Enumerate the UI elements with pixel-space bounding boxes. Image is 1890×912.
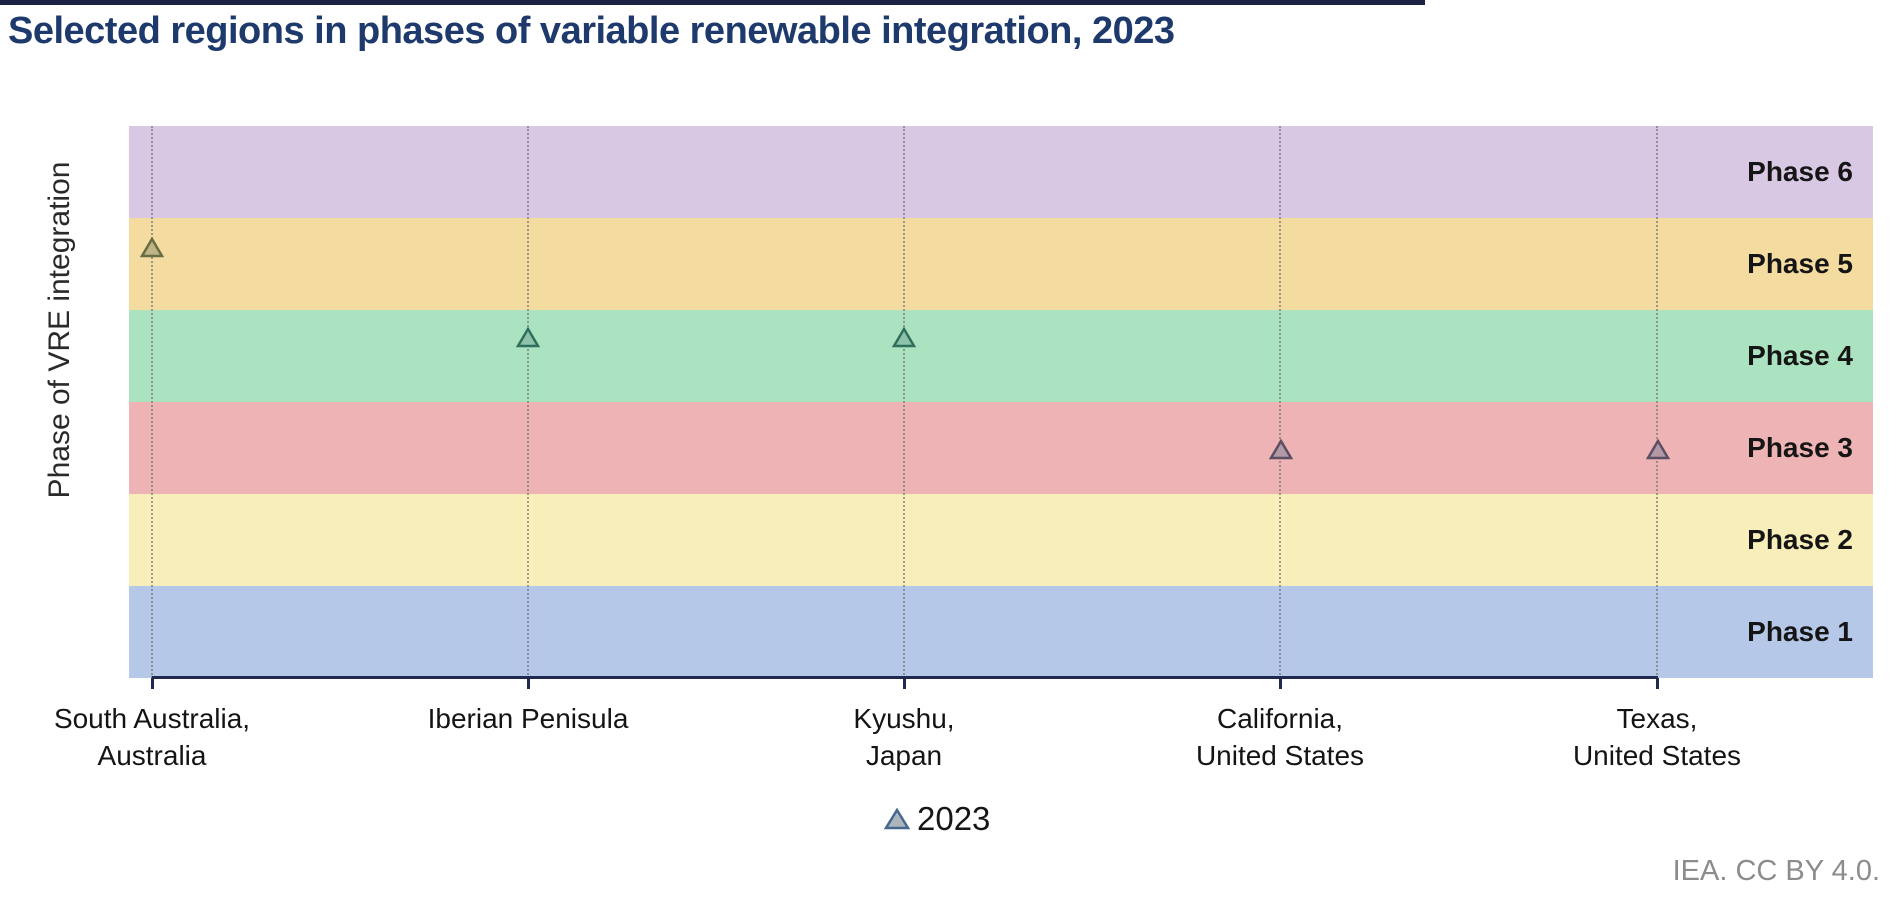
legend-series-label: 2023: [917, 800, 991, 837]
chart-title: Selected regions in phases of variable r…: [8, 10, 1175, 52]
x-axis-tick: [1279, 678, 1282, 689]
phase-band-2: Phase 2: [129, 494, 1873, 586]
triangle-marker-icon: [892, 327, 916, 348]
x-label-kyushu: Kyushu, Japan: [704, 700, 1104, 774]
window-edge-bar: [0, 0, 1425, 5]
x-label-line: Kyushu,: [853, 703, 955, 734]
triangle-marker-icon: [140, 237, 164, 258]
phase-band-label: Phase 3: [1747, 432, 1853, 463]
x-label-texas: Texas, United States: [1457, 700, 1857, 774]
gridline-california: [1279, 126, 1281, 678]
phase-band-1: Phase 1: [129, 586, 1873, 678]
phase-band-label: Phase 5: [1747, 248, 1853, 279]
data-marker-south-australia: [140, 237, 164, 258]
x-axis-tick: [903, 678, 906, 689]
data-marker-texas: [1646, 439, 1670, 460]
x-label-line: United States: [1195, 740, 1365, 771]
gridline-iberian-peninsula: [527, 126, 529, 678]
phase-band-4: Phase 4: [129, 310, 1873, 402]
attribution-text: IEA. CC BY 4.0.: [1672, 855, 1880, 887]
x-label-iberian-peninsula: Iberian Penisula: [328, 700, 728, 737]
plot-area: Phase 6 Phase 5 Phase 4 Phase 3 Phase 2 …: [129, 126, 1873, 689]
triangle-marker-icon: [1269, 439, 1293, 460]
x-label-south-australia: South Australia, Australia: [0, 700, 352, 774]
x-label-line: United States: [1572, 740, 1742, 771]
phase-band-3: Phase 3: [129, 402, 1873, 494]
x-label-line: South Australia,: [53, 703, 251, 734]
gridline-south-australia: [151, 126, 153, 678]
gridline-texas: [1656, 126, 1658, 678]
x-axis-tick: [151, 678, 154, 689]
x-label-line: Iberian Penisula: [427, 703, 629, 734]
phase-band-5: Phase 5: [129, 218, 1873, 310]
x-axis-tick: [1656, 678, 1659, 689]
legend-triangle-marker-icon: [884, 808, 910, 830]
gridline-kyushu: [903, 126, 905, 678]
y-axis-title: Phase of VRE integration: [43, 161, 76, 499]
data-marker-kyushu: [892, 327, 916, 348]
x-axis-line: [152, 676, 1658, 679]
data-marker-california: [1269, 439, 1293, 460]
phase-band-label: Phase 2: [1747, 524, 1853, 555]
x-label-line: Australia: [97, 740, 207, 771]
x-label-line: Texas,: [1616, 703, 1698, 734]
phase-band-label: Phase 6: [1747, 156, 1853, 187]
x-label-line: Japan: [865, 740, 943, 771]
x-label-line: California,: [1216, 703, 1344, 734]
phase-band-6: Phase 6: [129, 126, 1873, 218]
x-label-california: California, United States: [1080, 700, 1480, 774]
legend: 2023: [884, 800, 991, 837]
phase-band-label: Phase 1: [1747, 616, 1853, 647]
triangle-marker-icon: [1646, 439, 1670, 460]
phase-band-label: Phase 4: [1747, 340, 1853, 371]
data-marker-iberian-peninsula: [516, 327, 540, 348]
x-axis-tick: [527, 678, 530, 689]
triangle-marker-icon: [516, 327, 540, 348]
